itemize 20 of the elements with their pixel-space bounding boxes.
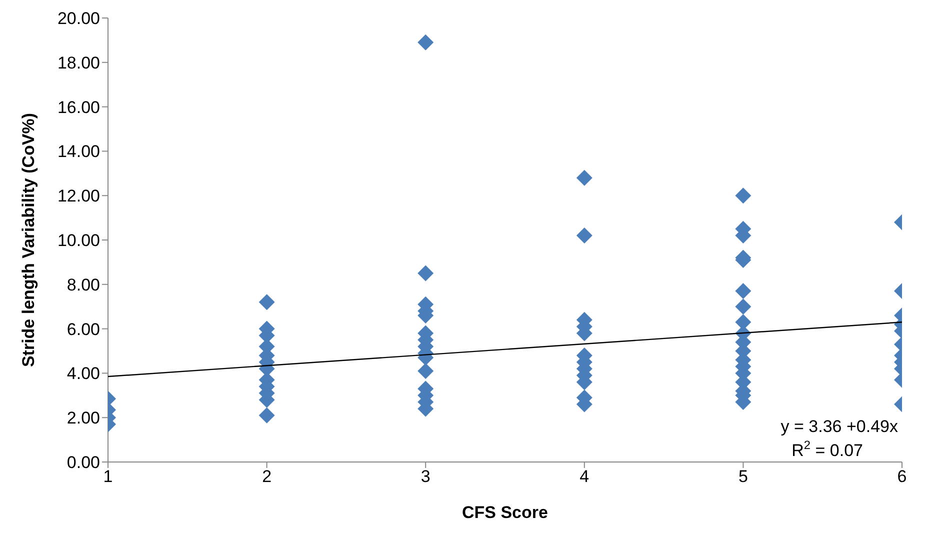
x-tick-label: 6 <box>897 467 907 486</box>
y-tick-label: 14.00 <box>57 142 100 162</box>
x-tick-label: 1 <box>103 467 113 486</box>
y-tick-label: 16.00 <box>57 98 100 117</box>
x-tick-label: 5 <box>738 467 748 486</box>
y-tick-label: 18.00 <box>57 53 100 72</box>
y-axis-title: Stride length Variability (CoV%) <box>19 112 38 368</box>
y-tick-label: 0.00 <box>66 453 100 472</box>
y-tick-label: 10.00 <box>57 231 100 250</box>
x-axis-title: CFS Score <box>462 503 548 522</box>
x-tick-label: 3 <box>420 467 430 486</box>
y-tick-label: 6.00 <box>66 320 100 339</box>
y-tick-label: 12.00 <box>57 186 100 206</box>
y-tick-label: 20.00 <box>57 9 100 28</box>
x-tick-label: 4 <box>580 467 590 486</box>
x-tick-label: 2 <box>262 467 272 486</box>
y-tick-label: 4.00 <box>66 364 100 384</box>
y-tick-label: 2.00 <box>66 408 100 428</box>
y-tick-label: 8.00 <box>66 275 100 294</box>
equation: y = 3.36 +0.49x R$^{2}$ = 0.07 <box>780 417 898 460</box>
